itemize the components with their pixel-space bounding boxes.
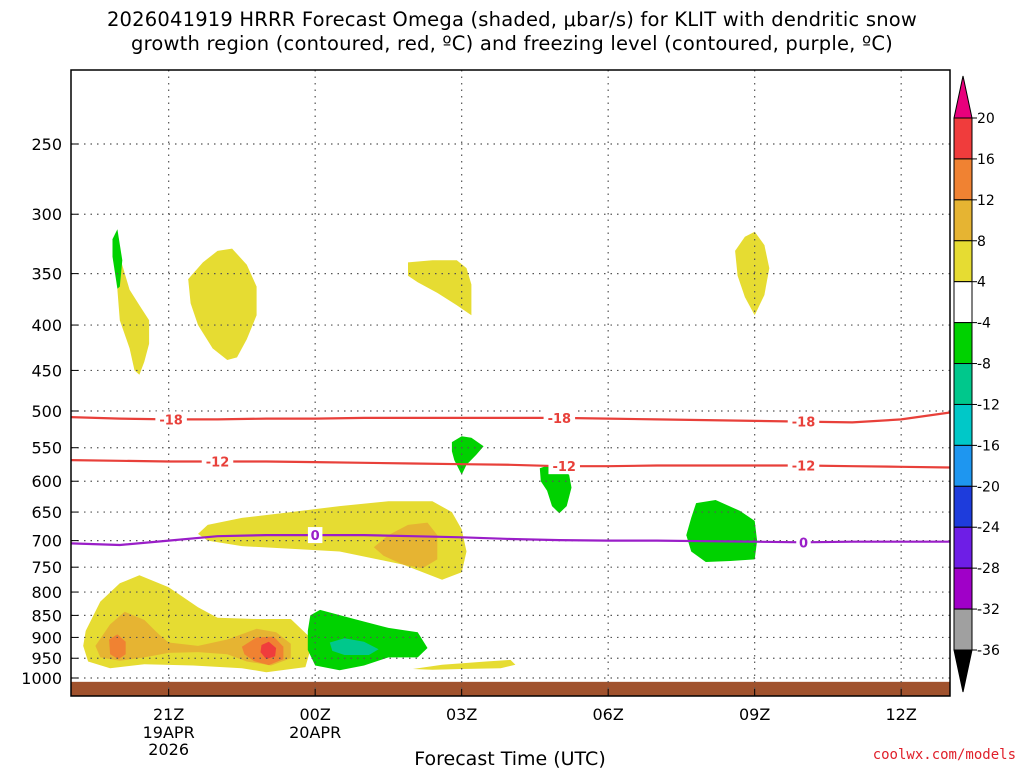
contour-label--18-2: -18 xyxy=(792,416,816,431)
contour-label-bg--18-2 xyxy=(787,413,820,430)
x-tick-label-09Z: 09Z xyxy=(739,705,770,724)
omega-shaded-region-4 xyxy=(112,229,123,289)
omega-shaded-region-14 xyxy=(260,641,277,660)
y-tick-label-750: 750 xyxy=(31,558,62,577)
x-tick-date-00Z: 20APR xyxy=(289,723,341,742)
contour-label-bg--12-2 xyxy=(787,457,820,474)
x-axis-label: Forecast Time (UTC) xyxy=(414,748,605,768)
x-tick-year-21Z: 2026 xyxy=(148,740,189,759)
colorbar-box-0 xyxy=(953,117,973,160)
y-axis: 250 300 350 400 450 500 550 600 650 700 750 800 850 9… xyxy=(21,135,78,688)
credit-text: coolwx.com/models xyxy=(872,747,1016,763)
y-tick-label-450: 450 xyxy=(31,361,62,380)
y-tick-label-350: 350 xyxy=(31,265,62,284)
contour-label--18-1: -18 xyxy=(548,412,572,427)
colorbar-box-3 xyxy=(953,240,973,283)
colorbar-box-4 xyxy=(953,281,973,324)
omega-shaded-region-15 xyxy=(307,609,428,671)
colorbar-box-11 xyxy=(953,567,973,610)
contour-label-0-0: 0 xyxy=(311,529,320,544)
contour-label-bg--18-0 xyxy=(155,411,187,428)
chart-title-line-1: 2026041919 HRRR Forecast Omega (shaded, … xyxy=(106,8,918,31)
contour-layer: -18 -18 -18 -12 -12 -12 0 0 xyxy=(71,409,950,551)
chart-title-line-2: growth region (contoured, red, ºC) and f… xyxy=(131,32,893,55)
y-tick-label-550: 550 xyxy=(31,439,62,458)
x-tick-date-21Z: 19APR xyxy=(143,723,195,742)
omega-shaded-region-16 xyxy=(329,638,379,655)
omega-shaded-region-17 xyxy=(412,659,516,670)
x-tick-label-00Z: 00Z xyxy=(300,705,331,724)
plot-background xyxy=(71,70,950,696)
contour-label--18-0: -18 xyxy=(159,413,183,428)
omega-shaded-region-12 xyxy=(109,634,126,660)
colorbar-box-9 xyxy=(953,485,973,528)
colorbar-top-triangle xyxy=(953,75,973,119)
colorbar-box-6 xyxy=(953,363,973,405)
y-tick-label-900: 900 xyxy=(31,628,62,647)
omega-shaded-region-0 xyxy=(117,256,150,375)
colorbar-box-1 xyxy=(953,158,973,201)
omega-shaded-region-3 xyxy=(735,231,770,316)
y-tick-label-400: 400 xyxy=(31,316,62,335)
contour-label-bg--18-1 xyxy=(543,409,576,426)
y-tick-label-500: 500 xyxy=(31,402,62,421)
contour-label--12-2: -12 xyxy=(792,460,816,475)
colorbar-label-7: -12 xyxy=(977,397,1000,413)
y-tick-label-250: 250 xyxy=(31,135,62,154)
y-tick-label-850: 850 xyxy=(31,606,62,625)
colorbar-label-8: -16 xyxy=(977,438,1000,454)
colorbar-box-7 xyxy=(953,403,973,446)
colorbar-bottom-triangle xyxy=(953,649,973,693)
colorbar-label-4: 4 xyxy=(977,275,986,291)
x-tick-label-12Z: 12Z xyxy=(886,705,917,724)
grid-layer xyxy=(71,70,950,696)
ground-surface xyxy=(71,681,950,696)
omega-shaded-region-9 xyxy=(686,500,758,562)
colorbar-label-10: -24 xyxy=(977,520,1000,536)
colorbar-label-11: -28 xyxy=(977,561,1000,577)
colorbar-box-5 xyxy=(953,322,973,365)
y-tick-label-600: 600 xyxy=(31,472,62,491)
ground-layer xyxy=(71,681,950,696)
colorbar-label-6: -8 xyxy=(977,357,991,373)
colorbar-box-12 xyxy=(953,608,973,651)
y-tick-label-650: 650 xyxy=(31,503,62,522)
y-tick-label-800: 800 xyxy=(31,583,62,602)
omega-shaded-region-11 xyxy=(95,611,291,666)
contour-label-0-1: 0 xyxy=(799,536,808,551)
y-tick-label-1000: 1000 xyxy=(21,669,62,688)
colorbar-label-1: 16 xyxy=(977,152,995,168)
contour-label-bg-0-0 xyxy=(307,527,323,544)
colorbar-label-3: 8 xyxy=(977,234,986,250)
contour-label-bg--12-0 xyxy=(201,453,234,470)
contour-label-bg--12-1 xyxy=(548,458,580,475)
colorbar: 20 16 12 8 4 -4 -8 -12 -16 -20 -24 -28 -32 -36 xyxy=(953,75,1000,693)
contour-label--12-0: -12 xyxy=(206,455,230,470)
plot-frame xyxy=(70,69,951,697)
colorbar-box-2 xyxy=(953,199,973,242)
colorbar-label-12: -32 xyxy=(977,602,1000,618)
omega-shaded-region-1 xyxy=(188,248,257,360)
contour-label--12-1: -12 xyxy=(552,460,576,475)
y-tick-label-300: 300 xyxy=(31,205,62,224)
colorbar-label-9: -20 xyxy=(977,479,1000,495)
contour-label-bg-0-1 xyxy=(796,534,811,551)
y-tick-label-700: 700 xyxy=(31,532,62,551)
colorbar-label-0: 20 xyxy=(977,111,995,127)
y-tick-label-950: 950 xyxy=(31,649,62,668)
x-tick-label-06Z: 06Z xyxy=(593,705,624,724)
x-tick-label-21Z: 21Z xyxy=(153,705,184,724)
colorbar-label-5: -4 xyxy=(977,316,991,332)
omega-shaded-region-6 xyxy=(539,464,572,514)
x-tick-label-03Z: 03Z xyxy=(446,705,477,724)
colorbar-box-10 xyxy=(953,526,973,569)
colorbar-label-2: 12 xyxy=(977,193,995,209)
colorbar-label-13: -36 xyxy=(977,643,1000,659)
omega-shaded-region-8 xyxy=(373,522,438,569)
colorbar-box-8 xyxy=(953,444,973,487)
